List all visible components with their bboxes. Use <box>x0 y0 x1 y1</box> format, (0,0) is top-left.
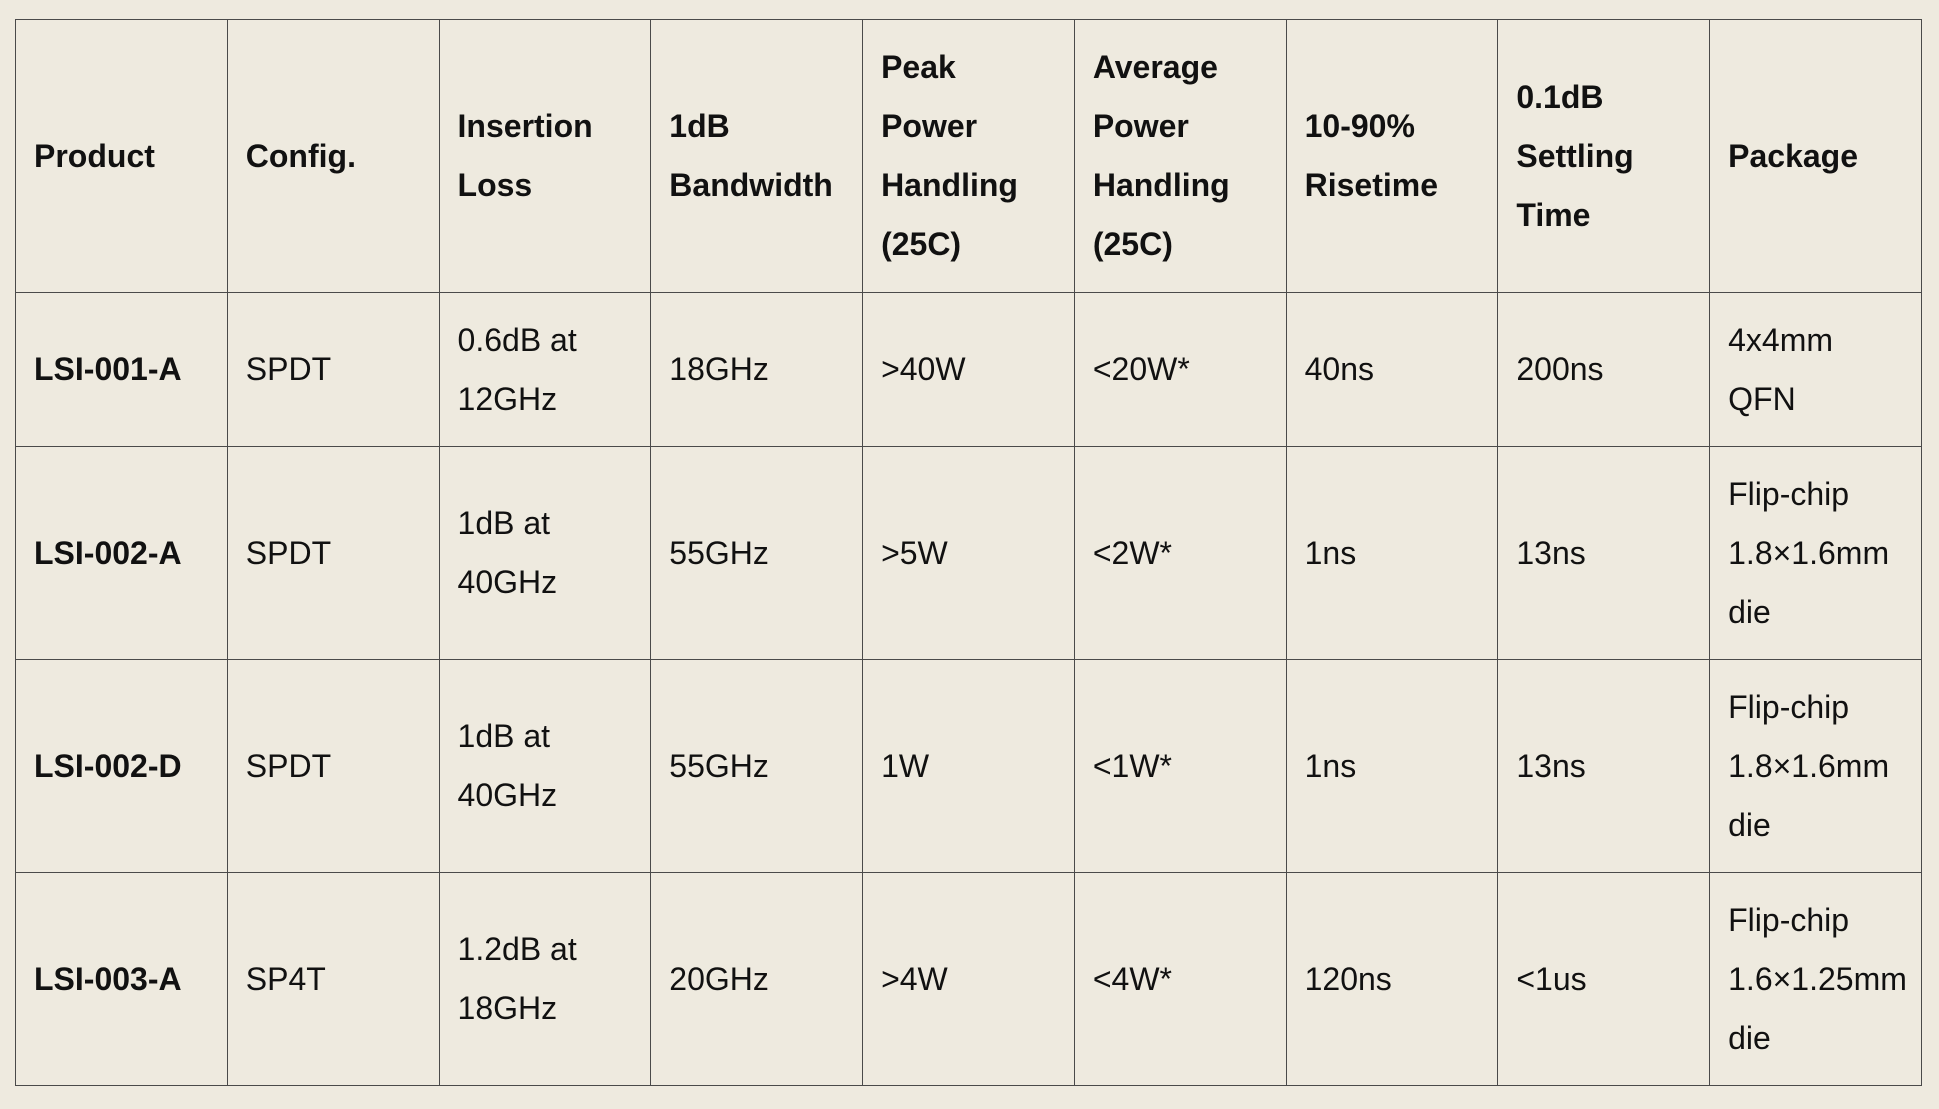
table-row: LSI-002-A SPDT 1dB at 40GHz 55GHz >5W <2W* 1ns… <box>15 446 1922 660</box>
table-cell: 1dB at 40GHz <box>438 659 652 873</box>
table-cell: >4W <box>862 872 1075 1086</box>
table-row: LSI-002-D SPDT 1dB at 40GHz 55GHz 1W <1W* 1ns 1… <box>15 659 1922 873</box>
table-cell: 1W <box>862 659 1075 873</box>
product-cell: LSI-002-A <box>15 446 228 660</box>
table-cell: Flip-chip 1.8×1.6mm die <box>1709 659 1922 873</box>
table-cell: 1dB at 40GHz <box>438 446 652 660</box>
header-cell: 1dB Bandwidth <box>650 19 864 293</box>
table-cell: 120ns <box>1285 872 1499 1086</box>
table-cell: SPDT <box>226 292 440 447</box>
table-cell: 1.2dB at 18GHz <box>438 872 652 1086</box>
header-cell: Config. <box>226 19 440 293</box>
table-cell: Flip-chip 1.8×1.6mm die <box>1709 446 1922 660</box>
header-cell: Average Power Handling (25C) <box>1073 19 1287 293</box>
table-cell: 4x4mm QFN <box>1709 292 1922 447</box>
table-cell: <1us <box>1497 872 1711 1086</box>
product-cell: LSI-002-D <box>15 659 228 873</box>
table-cell: 55GHz <box>650 659 864 873</box>
table-cell: >40W <box>862 292 1075 447</box>
table-cell: Flip-chip 1.6×1.25mm die <box>1709 872 1922 1086</box>
table-cell: <20W* <box>1073 292 1287 447</box>
table-cell: 40ns <box>1285 292 1499 447</box>
table-cell: 55GHz <box>650 446 864 660</box>
table-cell: SPDT <box>226 446 440 660</box>
table-body: LSI-001-A SPDT 0.6dB at 12GHz 18GHz >40W <20W… <box>15 292 1922 1086</box>
table-cell: 0.6dB at 12GHz <box>438 292 652 447</box>
table-head: Product Config. Insertion Loss 1dB Bandwidt… <box>15 19 1922 293</box>
table-cell: <4W* <box>1073 872 1287 1086</box>
table-cell: SPDT <box>226 659 440 873</box>
table-cell: 20GHz <box>650 872 864 1086</box>
product-cell: LSI-003-A <box>15 872 228 1086</box>
spec-table: Product Config. Insertion Loss 1dB Bandwidt… <box>15 19 1922 1086</box>
table-cell: <1W* <box>1073 659 1287 873</box>
table-cell: 200ns <box>1497 292 1711 447</box>
table-row: LSI-001-A SPDT 0.6dB at 12GHz 18GHz >40W <20W… <box>15 292 1922 447</box>
table-cell: >5W <box>862 446 1075 660</box>
table-cell: 13ns <box>1497 659 1711 873</box>
table-cell: 18GHz <box>650 292 864 447</box>
table-cell: SP4T <box>226 872 440 1086</box>
header-cell: Peak Power Handling (25C) <box>862 19 1075 293</box>
header-cell: Product <box>15 19 228 293</box>
table-cell: <2W* <box>1073 446 1287 660</box>
table-row: LSI-003-A SP4T 1.2dB at 18GHz 20GHz >4W <4W* 1… <box>15 872 1922 1086</box>
header-cell: Insertion Loss <box>438 19 652 293</box>
header-row: Product Config. Insertion Loss 1dB Bandwidt… <box>15 19 1922 293</box>
header-cell: 10-90% Risetime <box>1285 19 1499 293</box>
table-cell: 1ns <box>1285 659 1499 873</box>
table-cell: 13ns <box>1497 446 1711 660</box>
table-cell: 1ns <box>1285 446 1499 660</box>
header-cell: 0.1dB Settling Time <box>1497 19 1711 293</box>
product-cell: LSI-001-A <box>15 292 228 447</box>
header-cell: Package <box>1709 19 1922 293</box>
